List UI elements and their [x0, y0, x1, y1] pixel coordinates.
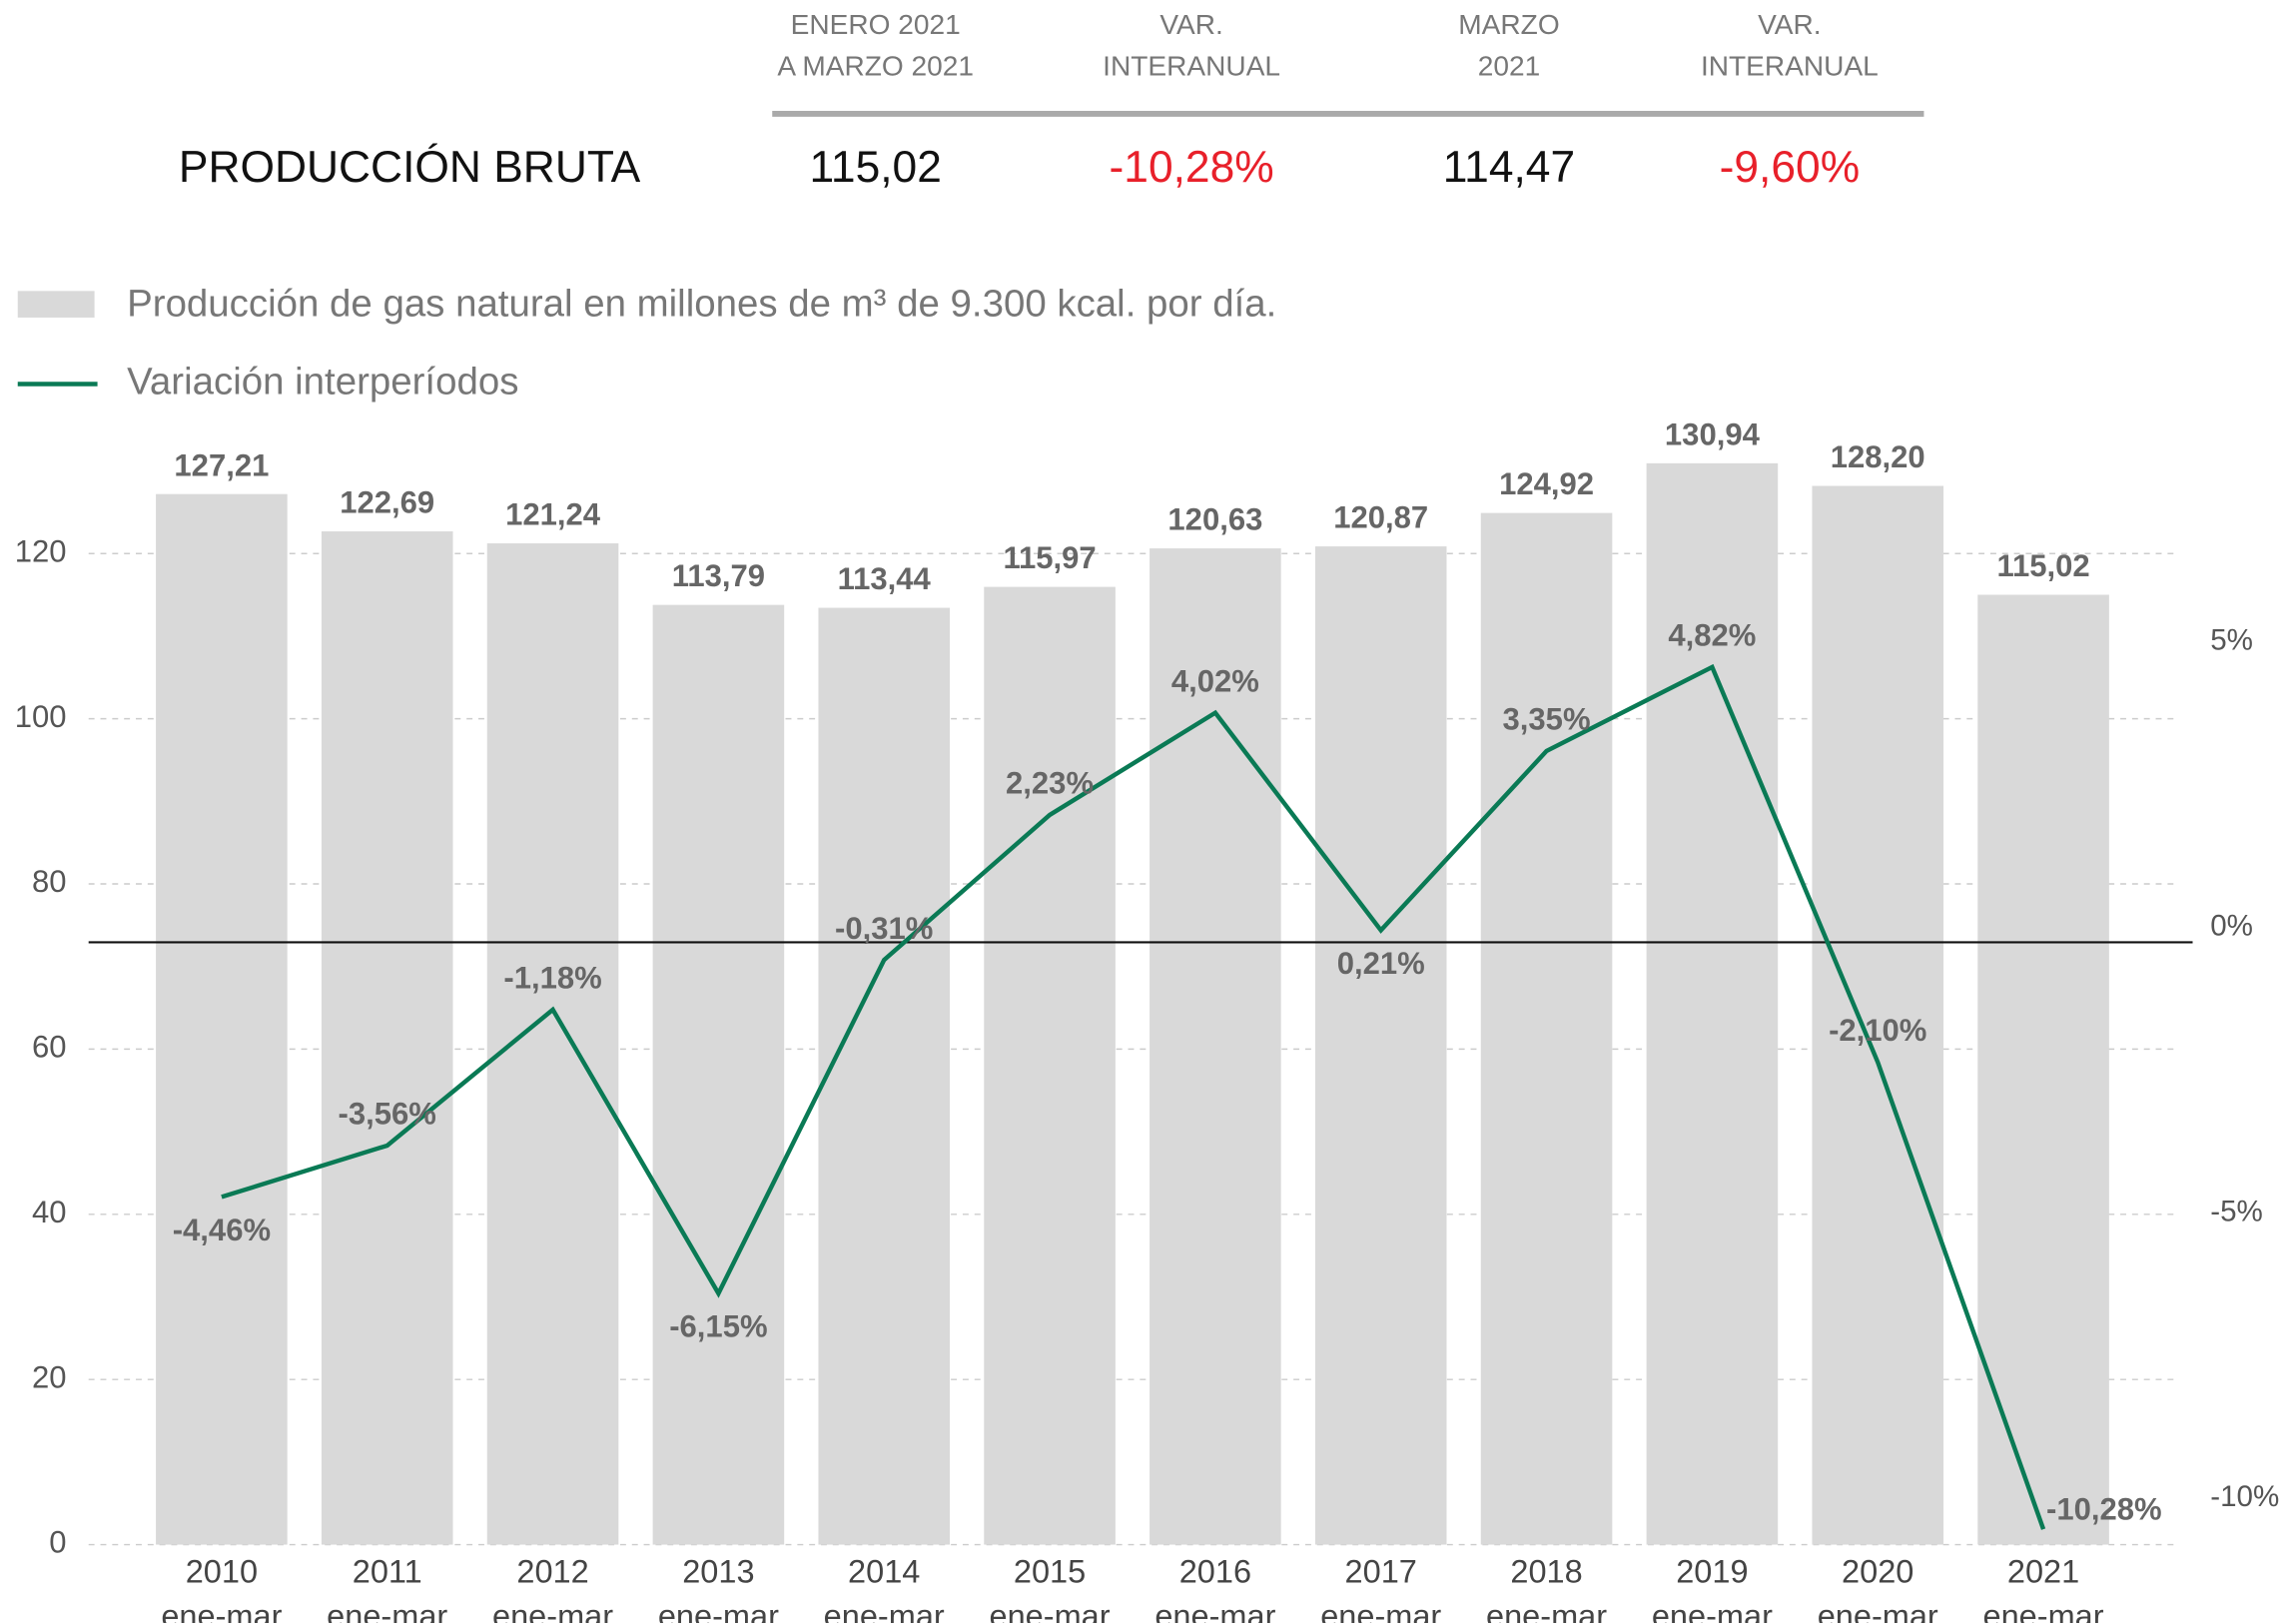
column-header: MARZO: [1458, 9, 1559, 40]
x-tick-sublabel: ene-mar: [327, 1598, 447, 1623]
line-value-label: -6,15%: [669, 1309, 767, 1344]
row-label: PRODUCCIÓN BRUTA: [179, 143, 641, 192]
column-header: VAR.: [1159, 9, 1222, 40]
y-tick-label: 40: [32, 1195, 67, 1229]
x-tick-sublabel: ene-mar: [1154, 1598, 1275, 1623]
x-tick-sublabel: ene-mar: [1818, 1598, 1938, 1623]
bar-value-label: 115,97: [1003, 540, 1096, 575]
y2-tick-label: -5%: [2210, 1195, 2263, 1227]
column-header: 2021: [1478, 51, 1540, 82]
y2-tick-label: -10%: [2210, 1480, 2279, 1513]
y-tick-label: 100: [15, 699, 67, 734]
bar: [652, 604, 785, 1545]
x-tick-sublabel: ene-mar: [658, 1598, 779, 1623]
line-value-label: 4,02%: [1171, 663, 1259, 698]
bar: [818, 607, 951, 1545]
bar: [486, 543, 619, 1545]
row-value: -10,28%: [1110, 143, 1274, 192]
x-tick-sublabel: ene-mar: [824, 1598, 945, 1623]
legend-label: Producción de gas natural en millones de…: [127, 282, 1276, 325]
bar: [1812, 485, 1944, 1545]
x-tick-label: 2016: [1179, 1554, 1251, 1590]
x-tick-sublabel: ene-mar: [492, 1598, 613, 1623]
x-tick-sublabel: ene-mar: [1320, 1598, 1441, 1623]
bar-value-label: 120,63: [1167, 502, 1262, 537]
row-value: 115,02: [810, 143, 942, 192]
line-value-label: 2,23%: [1006, 766, 1094, 801]
y-tick-label: 120: [15, 534, 67, 569]
row-value: 114,47: [1443, 143, 1575, 192]
y-tick-label: 0: [49, 1525, 66, 1560]
bar: [156, 493, 288, 1545]
line-value-label: 0,21%: [1337, 946, 1425, 981]
column-header: INTERANUAL: [1701, 51, 1879, 82]
x-tick-label: 2010: [186, 1554, 258, 1590]
x-tick-sublabel: ene-mar: [1983, 1598, 2104, 1623]
bar-value-label: 113,79: [672, 558, 765, 593]
x-tick-label: 2012: [516, 1554, 588, 1590]
x-tick-label: 2013: [682, 1554, 754, 1590]
x-tick-label: 2018: [1510, 1554, 1582, 1590]
line-value-label: -2,10%: [1829, 1013, 1926, 1048]
line-value-label: -3,56%: [339, 1097, 436, 1132]
y-tick-label: 80: [32, 864, 67, 899]
bar-value-label: 121,24: [505, 497, 601, 532]
y-tick-label: 20: [32, 1359, 67, 1394]
x-tick-label: 2017: [1345, 1554, 1417, 1590]
bar: [1314, 546, 1447, 1545]
bar: [321, 531, 453, 1545]
column-header: A MARZO 2021: [777, 51, 974, 82]
y-tick-label: 60: [32, 1030, 67, 1065]
x-tick-label: 2014: [848, 1554, 920, 1590]
bar: [1480, 512, 1613, 1545]
line-value-label: -10,28%: [2046, 1492, 2162, 1527]
bar-value-label: 120,87: [1333, 500, 1428, 535]
bar: [1646, 462, 1779, 1545]
y2-tick-label: 5%: [2210, 624, 2253, 657]
line-value-label: -1,18%: [503, 961, 601, 996]
x-tick-label: 2011: [353, 1554, 422, 1590]
x-tick-label: 2021: [2007, 1554, 2079, 1590]
bar-value-label: 124,92: [1499, 466, 1594, 501]
column-header: INTERANUAL: [1103, 51, 1280, 82]
x-tick-label: 2020: [1842, 1554, 1913, 1590]
x-tick-sublabel: ene-mar: [1652, 1598, 1773, 1623]
bar: [984, 586, 1116, 1545]
column-header: VAR.: [1758, 9, 1821, 40]
line-value-label: -4,46%: [173, 1213, 271, 1247]
x-tick-label: 2019: [1676, 1554, 1748, 1590]
bar-value-label: 113,44: [838, 561, 932, 596]
x-tick-sublabel: ene-mar: [1486, 1598, 1607, 1623]
line-value-label: 4,82%: [1668, 618, 1756, 653]
line: [221, 663, 2046, 1530]
x-tick-label: 2015: [1014, 1554, 1086, 1590]
bar: [1977, 594, 2109, 1545]
y2-tick-label: 0%: [2210, 909, 2253, 942]
x-tick-sublabel: ene-mar: [990, 1598, 1111, 1623]
bar-value-label: 122,69: [340, 485, 434, 520]
line-value-label: 3,35%: [1503, 702, 1591, 737]
row-value: -9,60%: [1720, 143, 1861, 192]
bar-value-label: 130,94: [1665, 416, 1761, 451]
column-header: ENERO 2021: [791, 9, 961, 40]
x-tick-sublabel: ene-mar: [161, 1598, 282, 1623]
legend-label: Variación interperíodos: [127, 361, 518, 404]
bar-value-label: 128,20: [1831, 439, 1925, 474]
legend-swatch: [17, 291, 95, 318]
bar-value-label: 115,02: [1996, 548, 2089, 583]
line-value-label: -0,31%: [835, 911, 933, 946]
bar-value-label: 127,21: [174, 447, 269, 482]
